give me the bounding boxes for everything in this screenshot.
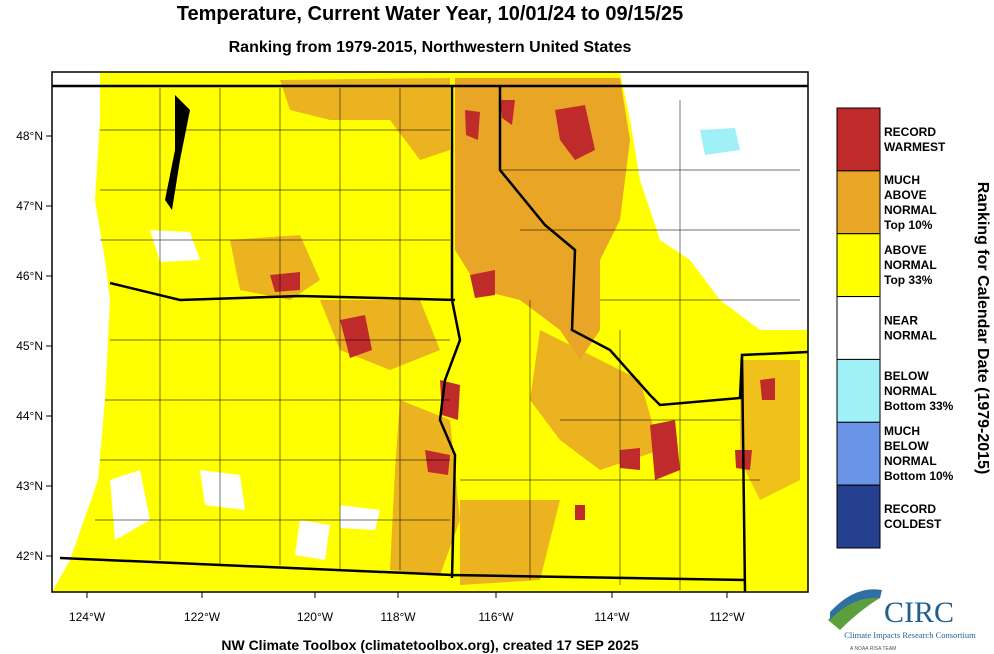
lat-label: 48°N [16, 129, 43, 143]
legend-swatch [836, 421, 881, 486]
lon-label: 114°W [594, 610, 630, 624]
legend-label: ABOVE [884, 188, 927, 202]
legend-label: WARMEST [884, 140, 946, 154]
subtitle: Ranking from 1979-2015, Northwestern Uni… [229, 39, 632, 56]
lon-label: 112°W [709, 610, 745, 624]
legend-title: Ranking for Calendar Date (1979-2015) [974, 182, 991, 475]
legend-label: NORMAL [884, 384, 937, 398]
legend-label: NORMAL [884, 258, 937, 272]
lat-label: 45°N [16, 339, 43, 353]
legend-label: NORMAL [884, 454, 937, 468]
lat-label: 47°N [16, 199, 43, 213]
lon-axis: 124°W 122°W 120°W 118°W 116°W 114°W 112°W [69, 592, 745, 624]
lat-label: 43°N [16, 479, 43, 493]
legend-swatch [836, 170, 881, 235]
legend-label: MUCH [884, 424, 920, 438]
legend-label: NORMAL [884, 329, 937, 343]
lon-label: 120°W [297, 610, 334, 624]
lat-axis: 48°N 47°N 46°N 45°N 44°N 43°N 42°N [16, 129, 52, 563]
legend-swatch [836, 484, 881, 549]
legend-label: COLDEST [884, 517, 942, 531]
logo-tagline: A NOAA RISA TEAM [850, 646, 896, 652]
map [52, 72, 808, 592]
logo-name: CIRC [884, 596, 954, 629]
lon-label: 116°W [478, 610, 514, 624]
lon-label: 122°W [184, 610, 221, 624]
lat-label: 44°N [16, 409, 43, 423]
lon-label: 118°W [380, 610, 416, 624]
legend-label: RECORD [884, 125, 936, 139]
legend-label: NORMAL [884, 203, 937, 217]
footer: NW Climate Toolbox (climatetoolbox.org),… [221, 637, 638, 653]
lat-label: 42°N [16, 549, 43, 563]
legend-label: Top 33% [884, 273, 933, 287]
legend-label: NEAR [884, 314, 918, 328]
legend-swatch [836, 233, 881, 298]
lon-label: 124°W [69, 610, 106, 624]
legend-swatch [836, 296, 881, 360]
legend-label: Top 10% [884, 218, 933, 232]
title: Temperature, Current Water Year, 10/01/2… [177, 3, 684, 25]
legend-label: MUCH [884, 173, 920, 187]
legend-label: Bottom 33% [884, 399, 954, 413]
legend-label: RECORD [884, 502, 936, 516]
lat-label: 46°N [16, 269, 43, 283]
legend-swatch [836, 107, 881, 172]
logo-full-name: Climate Impacts Research Consortium [844, 630, 976, 640]
legend-label: BELOW [884, 439, 929, 453]
logo: CIRC Climate Impacts Research Consortium… [828, 589, 976, 652]
map-frame [51, 71, 809, 593]
legend-label: Bottom 10% [884, 469, 954, 483]
legend-label: ABOVE [884, 243, 927, 257]
legend-label: BELOW [884, 369, 929, 383]
legend-swatch [836, 358, 881, 423]
